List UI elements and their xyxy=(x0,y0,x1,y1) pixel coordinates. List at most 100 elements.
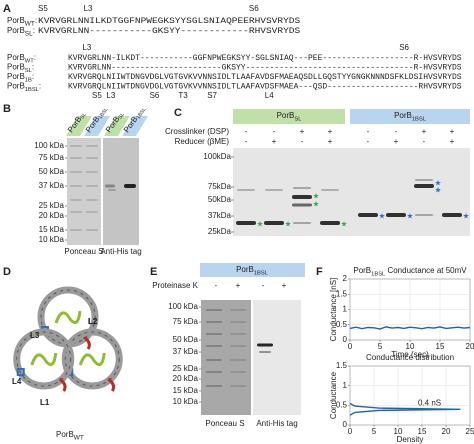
header-label-main: PorB xyxy=(277,111,295,120)
sequence-segment: TLAAFAVDSF xyxy=(231,83,279,92)
sequence-name: PorBWT: xyxy=(7,53,36,64)
gel-band xyxy=(230,309,246,311)
sign: + xyxy=(272,137,277,146)
structure-mark: L3 xyxy=(82,43,91,52)
gel-label: Anti-His tag xyxy=(256,419,297,428)
y-tick-label: 1 xyxy=(343,381,348,390)
mw-label: 50kDa xyxy=(208,195,232,204)
structure-mark: S5 xyxy=(92,91,102,100)
sign: - xyxy=(215,281,218,290)
shape xyxy=(103,138,139,245)
x-tick-label: 15 xyxy=(436,342,445,351)
gel-band xyxy=(86,157,98,159)
row-label: Proteinase K xyxy=(152,281,198,290)
gel-band xyxy=(86,171,98,173)
caption: PorBWT xyxy=(56,430,84,441)
panel-label: A xyxy=(3,3,11,15)
sequence-segment: VGTGVKVVNN xyxy=(164,83,212,92)
band-marker xyxy=(435,180,441,186)
gel-band xyxy=(293,222,311,224)
mw-label: 10 kDa xyxy=(173,397,199,406)
sequence-segment: MAEA---QSD------------------- xyxy=(279,83,418,92)
gel-band xyxy=(237,189,255,191)
panel-label: C xyxy=(174,107,182,119)
x-tick-label: 20 xyxy=(442,427,451,436)
gel-band xyxy=(206,333,222,335)
structure-mark: S6 xyxy=(249,4,259,13)
sequence-segment: RHVSVRYDS xyxy=(249,17,301,26)
tab xyxy=(66,116,92,136)
caption-main: PorB xyxy=(56,430,74,439)
shape xyxy=(67,138,101,245)
header-label-sub: 1BSL xyxy=(254,270,268,276)
x-tick-label: 10 xyxy=(406,342,415,351)
gel-band xyxy=(292,195,312,199)
loop xyxy=(83,335,91,350)
sign: - xyxy=(395,127,398,136)
x-tick-label: 0 xyxy=(348,342,353,351)
sequence-segment: VGTGVKVVNN xyxy=(164,73,212,82)
sequence-segment: LNIIWTDNGVDGL xyxy=(102,73,165,82)
sign: - xyxy=(423,137,426,146)
sign: + xyxy=(282,281,287,290)
loop xyxy=(78,352,106,367)
mw-label: 100 kDa xyxy=(34,141,64,150)
gel-band xyxy=(230,371,246,373)
sequence-name-sub: WT xyxy=(25,20,35,27)
sequence-segment: SIDL xyxy=(212,73,231,82)
caption-sub: WT xyxy=(74,434,84,441)
sequence-segment: SIDL xyxy=(212,83,231,92)
structure-mark: L3 xyxy=(106,91,115,100)
sign: + xyxy=(422,127,427,136)
sequence-name-tail: : xyxy=(34,53,36,62)
row-label: Reducer (βME) xyxy=(175,137,230,146)
chart-title: PorB1BSL Conductance at 50mV xyxy=(353,266,467,277)
gel-band xyxy=(70,199,82,201)
x-tick-label: 10 xyxy=(394,427,403,436)
loop-label: L4 xyxy=(12,377,22,386)
sequence-segment: RHVSVRYDS xyxy=(418,83,461,92)
gel-band xyxy=(230,359,246,361)
sequence-name-main: PorB xyxy=(7,72,25,81)
y-tick-label: 0.5 xyxy=(336,400,348,409)
data-line xyxy=(349,326,471,330)
mw-label: 50 kDa xyxy=(173,335,199,344)
mw-label: 15 kDa xyxy=(39,225,65,234)
gel-band xyxy=(257,343,273,347)
header-label-main: PorB xyxy=(394,111,412,120)
sign: - xyxy=(273,127,276,136)
sign: - xyxy=(245,127,248,136)
gel-band xyxy=(86,211,98,213)
gel-band xyxy=(264,221,284,225)
mw-label: 20 kDa xyxy=(39,211,65,220)
sign: + xyxy=(450,127,455,136)
gel-band xyxy=(86,199,98,201)
gel-band xyxy=(292,203,312,207)
loop-label: L3 xyxy=(30,331,40,340)
sequence-segment: MAEAQSDLLGQSTYYGNGKNNNDSFKLDSI xyxy=(279,73,423,82)
chart-title-main: PorB xyxy=(353,266,371,275)
data-line xyxy=(349,402,461,416)
sequence-segment: N-----------GKSYY------------ xyxy=(84,27,249,36)
sign: + xyxy=(236,281,241,290)
band-marker xyxy=(341,221,347,227)
gel-band xyxy=(206,359,222,361)
sequence-segment: KVRVGRLN xyxy=(68,54,107,63)
gel-band xyxy=(108,189,116,191)
structure-mark: L4 xyxy=(265,91,274,100)
mw-label: 75kDa xyxy=(208,182,232,191)
structure-mark: T3 xyxy=(178,91,188,100)
gel-band xyxy=(414,184,434,188)
x-tick-label: 0 xyxy=(348,427,353,436)
gel-band xyxy=(386,213,406,217)
loop xyxy=(58,377,67,392)
panel-label: B xyxy=(3,103,11,115)
sign: - xyxy=(262,281,265,290)
header-label: PorBSL xyxy=(277,111,302,122)
sign: + xyxy=(450,137,455,146)
mw-label: 25 kDa xyxy=(173,364,199,373)
y-tick-label: 0 xyxy=(343,335,348,344)
mw-label: 25kDa xyxy=(208,227,232,236)
band-marker xyxy=(285,221,291,227)
gel-band xyxy=(124,184,136,188)
